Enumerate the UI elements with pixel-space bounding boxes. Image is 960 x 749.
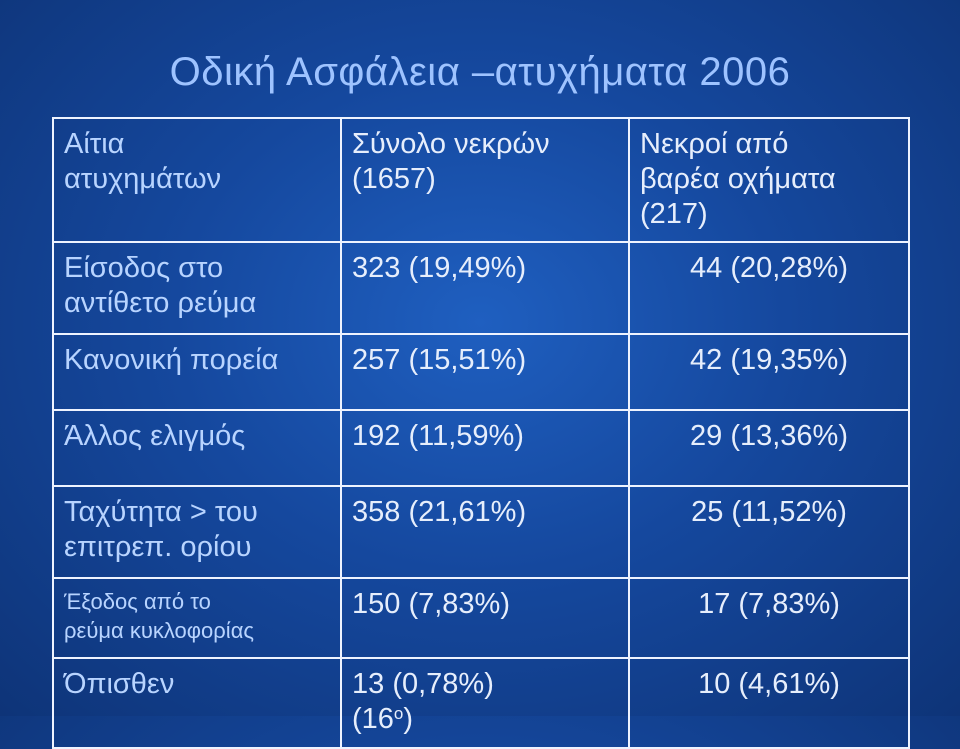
header-causes: Αίτια ατυχημάτων bbox=[52, 117, 342, 243]
cause-cell: Όπισθεν bbox=[52, 657, 342, 749]
cause-cell: Κανονική πορεία bbox=[52, 333, 342, 411]
heavy-cell: 25 (11,52%) bbox=[628, 485, 910, 579]
cause-cell: Άλλος ελιγμός bbox=[52, 409, 342, 487]
cause-cell: Έξοδος από το ρεύμα κυκλοφορίας bbox=[52, 577, 342, 659]
heavy-cell: 44 (20,28%) bbox=[628, 241, 910, 335]
table-row: Ταχύτητα > του επιτρεπ. ορίου 358 (21,61… bbox=[52, 485, 910, 579]
heavy-cell: 29 (13,36%) bbox=[628, 409, 910, 487]
total-cell: 192 (11,59%) bbox=[340, 409, 630, 487]
total-cell: 13 (0,78%) (16ο) bbox=[340, 657, 630, 749]
cause-cell: Ταχύτητα > του επιτρεπ. ορίου bbox=[52, 485, 342, 579]
table-row: Κανονική πορεία 257 (15,51%) 42 (19,35%) bbox=[52, 333, 910, 411]
table-header-row: Αίτια ατυχημάτων Σύνολο νεκρών (1657) Νε… bbox=[52, 117, 910, 243]
total-cell: 150 (7,83%) bbox=[340, 577, 630, 659]
heavy-cell: 17 (7,83%) bbox=[628, 577, 910, 659]
table-row: Είσοδος στο αντίθετο ρεύμα 323 (19,49%) … bbox=[52, 241, 910, 335]
total-cell: 257 (15,51%) bbox=[340, 333, 630, 411]
heavy-cell: 10 (4,61%) bbox=[628, 657, 910, 749]
accident-statistics-table: Αίτια ατυχημάτων Σύνολο νεκρών (1657) Νε… bbox=[52, 117, 910, 749]
header-heavy-vehicle-deaths: Νεκροί από βαρέα οχήματα (217) bbox=[628, 117, 910, 243]
slide-title: Οδική Ασφάλεια –ατυχήματα 2006 bbox=[169, 50, 791, 94]
cause-cell: Είσοδος στο αντίθετο ρεύμα bbox=[52, 241, 342, 335]
total-cell: 358 (21,61%) bbox=[340, 485, 630, 579]
total-cell: 323 (19,49%) bbox=[340, 241, 630, 335]
header-total-deaths: Σύνολο νεκρών (1657) bbox=[340, 117, 630, 243]
table-row: Όπισθεν 13 (0,78%) (16ο) 10 (4,61%) bbox=[52, 657, 910, 749]
table-row: Έξοδος από το ρεύμα κυκλοφορίας 150 (7,8… bbox=[52, 577, 910, 659]
rank-label: (16ο) bbox=[352, 703, 414, 735]
heavy-cell: 42 (19,35%) bbox=[628, 333, 910, 411]
table-row: Άλλος ελιγμός 192 (11,59%) 29 (13,36%) bbox=[52, 409, 910, 487]
